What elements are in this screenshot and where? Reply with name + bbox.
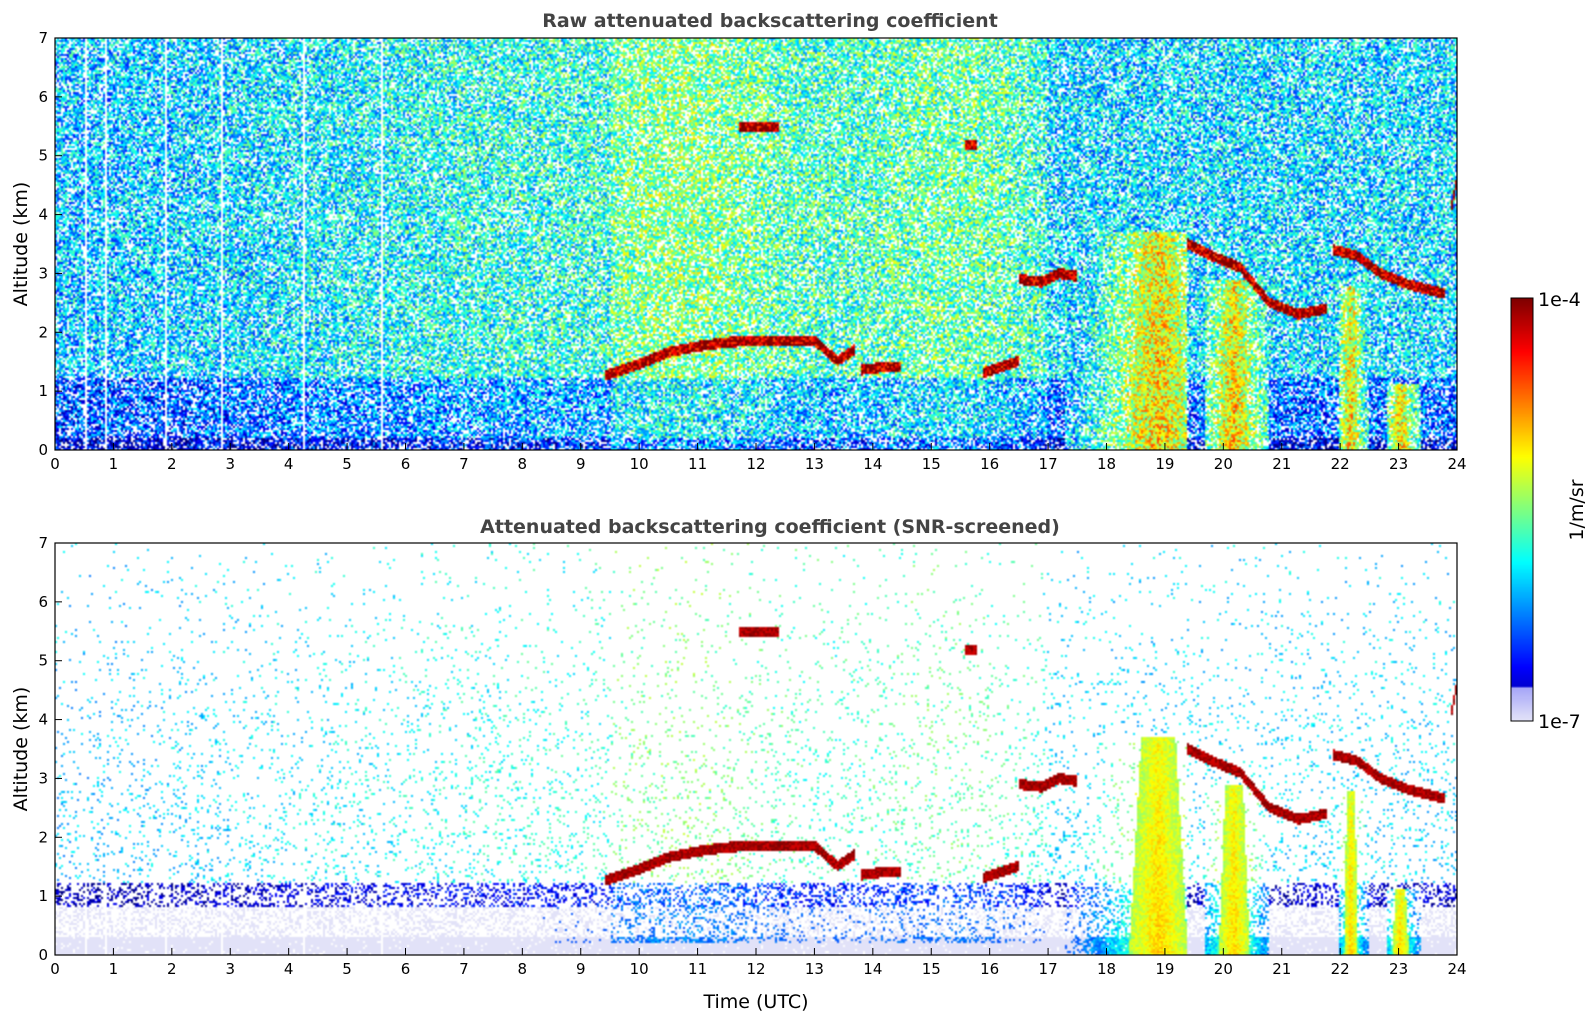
snr-screened-heatmap (55, 543, 1457, 955)
raw-backscatter-panel: Raw attenuated backscattering coefficien… (10, 10, 1467, 473)
x-tick-label: 14 (863, 960, 882, 978)
colorbar-min-label: 1e-7 (1538, 711, 1581, 733)
x-tick-label: 13 (805, 455, 824, 473)
x-tick-label: 16 (980, 455, 999, 473)
x-tick-label: 22 (1331, 960, 1350, 978)
x-tick-label: 20 (1214, 455, 1233, 473)
x-tick-label: 1 (109, 455, 119, 473)
x-tick-label: 21 (1272, 455, 1291, 473)
x-tick-label: 1 (109, 960, 119, 978)
x-tick-label: 3 (225, 960, 235, 978)
colorbar-max-label: 1e-4 (1538, 289, 1581, 311)
x-tick-label: 24 (1447, 455, 1466, 473)
x-tick-label: 4 (284, 960, 294, 978)
x-tick-label: 11 (688, 455, 707, 473)
x-tick-label: 10 (630, 960, 649, 978)
x-tick-label: 8 (518, 455, 528, 473)
x-tick-label: 21 (1272, 960, 1291, 978)
x-tick-label: 16 (980, 960, 999, 978)
x-tick-label: 17 (1039, 960, 1058, 978)
x-tick-label: 24 (1447, 960, 1466, 978)
x-tick-label: 9 (576, 960, 586, 978)
x-tick-label: 17 (1039, 455, 1058, 473)
x-tick-label: 0 (50, 455, 60, 473)
x-tick-label: 13 (805, 960, 824, 978)
y-tick-label: 1 (38, 382, 48, 400)
y-tick-label: 2 (38, 323, 48, 341)
x-tick-label: 5 (342, 960, 352, 978)
y-tick-label: 7 (38, 534, 48, 552)
x-tick-label: 18 (1097, 960, 1116, 978)
y-tick-label: 3 (38, 264, 48, 282)
y-tick-label: 0 (38, 946, 48, 964)
y-tick-label: 4 (38, 206, 48, 224)
y-tick-label: 4 (38, 711, 48, 729)
y-tick-label: 0 (38, 441, 48, 459)
x-tick-label: 23 (1389, 455, 1408, 473)
x-tick-label: 3 (225, 455, 235, 473)
x-tick-label: 2 (167, 960, 177, 978)
x-tick-label: 11 (688, 960, 707, 978)
x-tick-label: 5 (342, 455, 352, 473)
y-tick-label: 6 (38, 593, 48, 611)
x-tick-label: 19 (1155, 960, 1174, 978)
x-tick-label: 7 (459, 455, 469, 473)
x-tick-label: 19 (1155, 455, 1174, 473)
colorbar-frame (1510, 297, 1534, 722)
raw-backscatter-heatmap (55, 38, 1457, 450)
colorbar-gradient (1511, 298, 1533, 721)
snr-screened-panel: Attenuated backscattering coefficient (S… (10, 516, 1467, 1013)
x-tick-label: 22 (1331, 455, 1350, 473)
x-tick-label: 23 (1389, 960, 1408, 978)
x-tick-label: 8 (518, 960, 528, 978)
x-tick-label: 9 (576, 455, 586, 473)
x-tick-label: 15 (922, 960, 941, 978)
x-tick-label: 6 (401, 960, 411, 978)
x-tick-label: 14 (863, 455, 882, 473)
y-tick-label: 5 (38, 147, 48, 165)
x-tick-label: 18 (1097, 455, 1116, 473)
y-tick-label: 5 (38, 652, 48, 670)
y-tick-label: 7 (38, 29, 48, 47)
colorbar-units-label: 1/m/sr (1566, 479, 1588, 540)
y-tick-label: 6 (38, 88, 48, 106)
x-tick-label: 20 (1214, 960, 1233, 978)
x-tick-label: 7 (459, 960, 469, 978)
raw-y-axis-label: Altitude (km) (10, 182, 32, 307)
x-tick-label: 15 (922, 455, 941, 473)
snr-y-axis-label: Altitude (km) (10, 687, 32, 812)
y-tick-label: 2 (38, 828, 48, 846)
snr-panel-title: Attenuated backscattering coefficient (S… (480, 516, 1060, 538)
raw-panel-title: Raw attenuated backscattering coefficien… (542, 10, 998, 32)
x-tick-label: 10 (630, 455, 649, 473)
time-axis-label: Time (UTC) (702, 991, 808, 1013)
snr-axis-ticks: 0 1 2 3 4 5 6 7 8 9 10 11 12 13 14 15 16 17 18 19 20 21 22 23 24… (38, 534, 1466, 978)
y-tick-label: 3 (38, 769, 48, 787)
raw-axis-ticks: 0 1 2 3 4 5 6 7 8 9 10 11 12 13 14 15 16 17 18 19 20 21 22 23 24… (38, 29, 1466, 473)
x-tick-label: 6 (401, 455, 411, 473)
colorbar: 1e-4 1e-7 1/m/sr (1510, 289, 1588, 733)
x-tick-label: 2 (167, 455, 177, 473)
x-tick-label: 4 (284, 455, 294, 473)
y-tick-label: 1 (38, 887, 48, 905)
x-tick-label: 12 (746, 960, 765, 978)
x-tick-label: 0 (50, 960, 60, 978)
x-tick-label: 12 (746, 455, 765, 473)
